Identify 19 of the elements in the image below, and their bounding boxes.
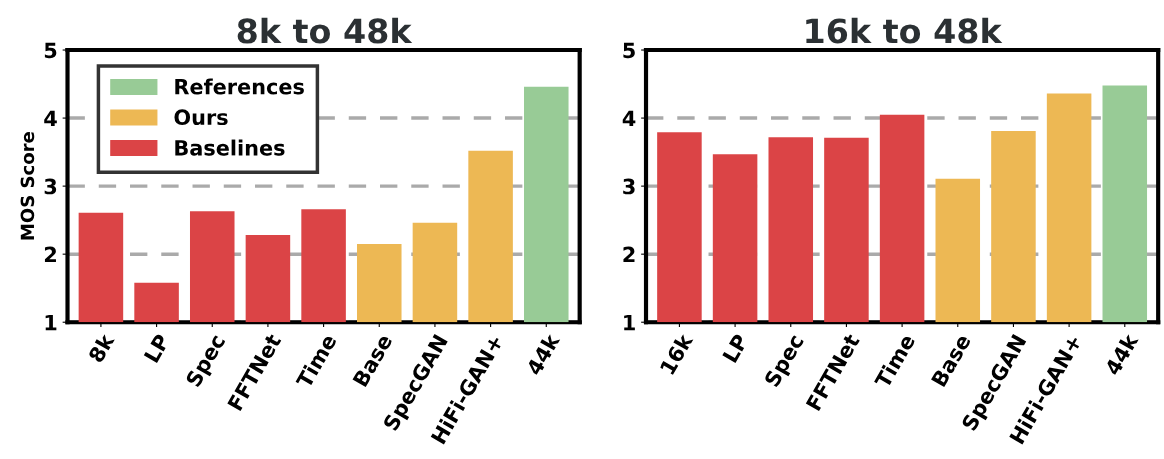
x-tick-label: LP [722, 333, 749, 363]
y-tick-label: 1 [624, 314, 635, 331]
y-tick-label: 1 [45, 314, 57, 331]
y-tick-label: 5 [44, 42, 57, 59]
y-tick-label: 4 [622, 110, 636, 126]
x-tick-label: LP [143, 333, 170, 363]
y-tick-label: 5 [623, 42, 635, 59]
y-tick-label: 2 [44, 246, 56, 263]
chart-title: 16k to 48k [806, 17, 1003, 44]
legend-label: Baselines [175, 139, 285, 156]
y-tick-label: 4 [44, 110, 57, 126]
x-tick-label: 8k [87, 331, 116, 364]
legend-label: References [175, 78, 304, 95]
legend-label: Ours [174, 109, 228, 126]
y-tick-label: 3 [44, 178, 57, 195]
y-tick-label: 3 [623, 178, 635, 195]
chart-title: 8k to 48k [237, 17, 413, 44]
y-axis-title: MOS Score [20, 132, 35, 240]
y-tick-label: 2 [623, 246, 635, 263]
